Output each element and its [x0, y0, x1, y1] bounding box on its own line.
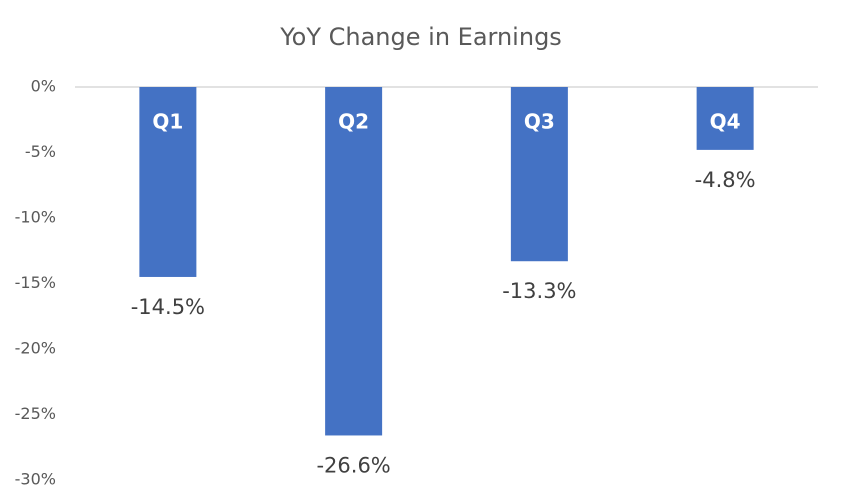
- value-label: -14.5%: [131, 295, 205, 319]
- value-label: -4.8%: [695, 168, 756, 192]
- y-tick-label: -10%: [15, 208, 56, 227]
- value-label: -26.6%: [316, 453, 390, 477]
- category-label: Q3: [524, 110, 555, 134]
- bar: [510, 87, 568, 262]
- category-label: Q1: [152, 110, 183, 134]
- bar: [696, 87, 754, 150]
- chart-title: YoY Change in Earnings: [279, 23, 562, 51]
- y-tick-label: -15%: [15, 273, 56, 292]
- category-label: Q2: [338, 110, 369, 134]
- value-label: -13.3%: [502, 279, 576, 303]
- y-tick-label: -30%: [15, 470, 56, 489]
- bar: [139, 87, 197, 277]
- bar: [325, 87, 383, 436]
- y-tick-label: 0%: [31, 77, 56, 96]
- category-label: Q4: [710, 110, 741, 134]
- y-tick-label: -5%: [25, 142, 56, 161]
- y-tick-label: -20%: [15, 339, 56, 358]
- y-tick-label: -25%: [15, 404, 56, 423]
